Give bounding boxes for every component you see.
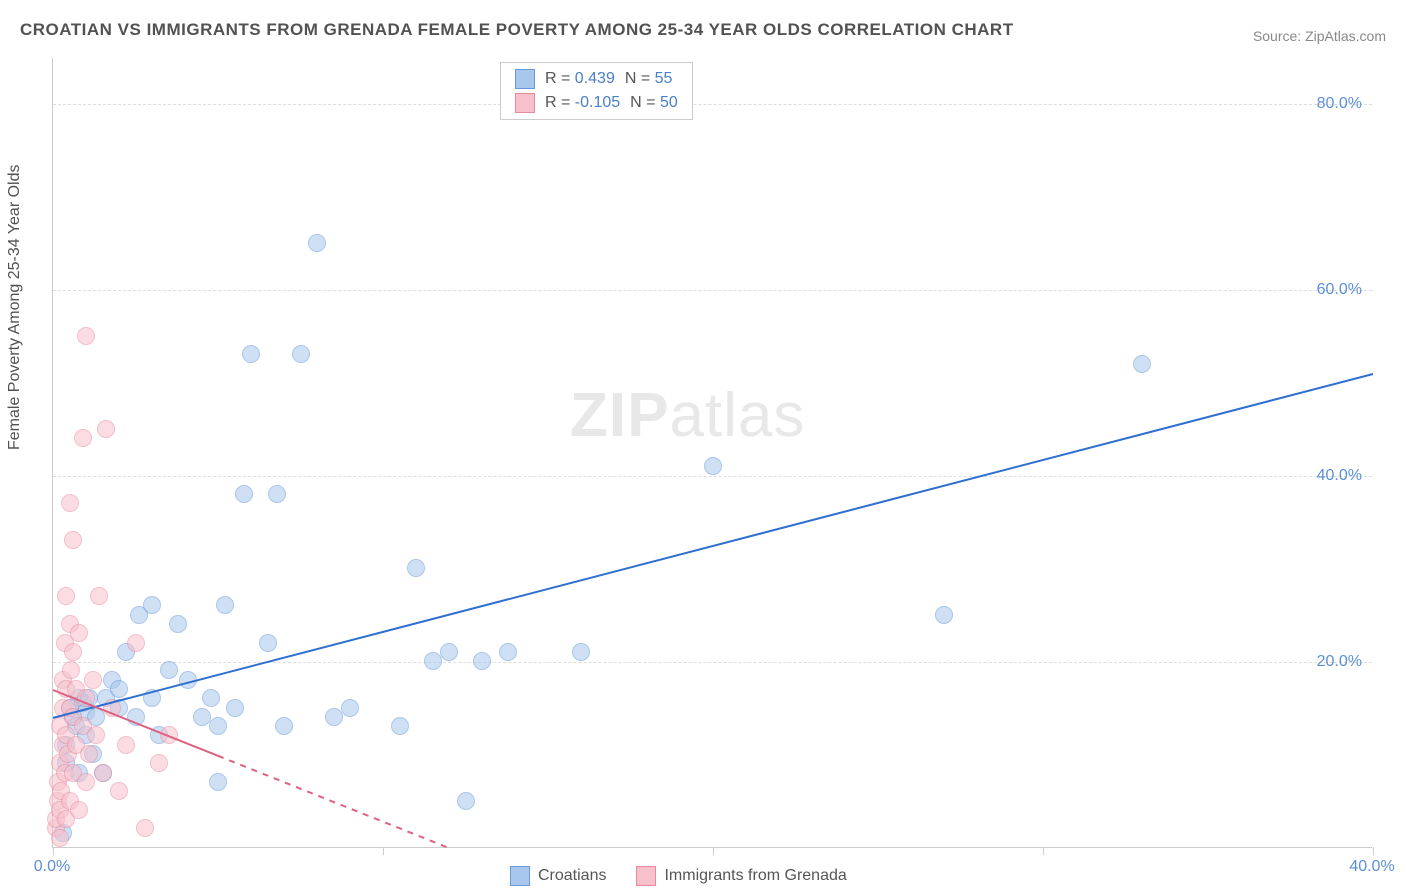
- data-point: [77, 327, 95, 345]
- data-point: [87, 726, 105, 744]
- x-tick: [53, 847, 54, 855]
- source-prefix: Source:: [1253, 28, 1305, 44]
- correlation-legend: R = 0.439 N = 55 R = -0.105 N = 50: [500, 62, 693, 120]
- series-legend-label: Immigrants from Grenada: [664, 867, 846, 885]
- data-point: [77, 773, 95, 791]
- gridline: [53, 662, 1372, 663]
- data-point: [275, 717, 293, 735]
- data-point: [64, 531, 82, 549]
- data-point: [110, 680, 128, 698]
- data-point: [473, 652, 491, 670]
- data-point: [150, 754, 168, 772]
- gridline: [53, 476, 1372, 477]
- data-point: [97, 420, 115, 438]
- data-point: [235, 485, 253, 503]
- data-point: [169, 615, 187, 633]
- x-tick-label: 40.0%: [1349, 858, 1394, 876]
- data-point: [110, 782, 128, 800]
- legend-swatch: [510, 866, 530, 886]
- data-point: [64, 643, 82, 661]
- legend-swatch: [515, 69, 535, 89]
- source-attribution: Source: ZipAtlas.com: [1253, 28, 1386, 44]
- data-point: [143, 596, 161, 614]
- source-name: ZipAtlas.com: [1305, 28, 1386, 44]
- data-point: [704, 457, 722, 475]
- data-point: [51, 829, 69, 847]
- data-point: [572, 643, 590, 661]
- data-point: [90, 587, 108, 605]
- legend-row: R = -0.105 N = 50: [501, 91, 692, 115]
- data-point: [242, 345, 260, 363]
- data-point: [80, 745, 98, 763]
- y-tick-label: 40.0%: [1317, 467, 1362, 485]
- data-point: [103, 699, 121, 717]
- series-legend-item: Croatians: [510, 866, 606, 886]
- data-point: [61, 494, 79, 512]
- legend-n-value: N = 50: [630, 94, 678, 112]
- data-point: [268, 485, 286, 503]
- data-point: [292, 345, 310, 363]
- data-point: [179, 671, 197, 689]
- data-point: [94, 764, 112, 782]
- data-point: [143, 689, 161, 707]
- data-point: [440, 643, 458, 661]
- data-point: [160, 661, 178, 679]
- x-tick: [1373, 847, 1374, 855]
- data-point: [457, 792, 475, 810]
- data-point: [341, 699, 359, 717]
- data-point: [216, 596, 234, 614]
- data-point: [193, 708, 211, 726]
- data-point: [424, 652, 442, 670]
- data-point: [136, 819, 154, 837]
- x-tick: [1043, 847, 1044, 855]
- series-legend-label: Croatians: [538, 867, 606, 885]
- y-axis-label: Female Poverty Among 25-34 Year Olds: [6, 165, 24, 451]
- legend-n-value: N = 55: [625, 70, 673, 88]
- plot-area: 20.0% 40.0% 60.0% 80.0%: [52, 58, 1372, 848]
- legend-r-value: R = 0.439: [545, 70, 615, 88]
- data-point: [935, 606, 953, 624]
- x-tick: [383, 847, 384, 855]
- data-point: [325, 708, 343, 726]
- gridline: [53, 290, 1372, 291]
- data-point: [391, 717, 409, 735]
- data-point: [1133, 355, 1151, 373]
- chart-title: CROATIAN VS IMMIGRANTS FROM GRENADA FEMA…: [20, 20, 1014, 40]
- gridline: [53, 104, 1372, 105]
- data-point: [70, 624, 88, 642]
- legend-swatch: [515, 93, 535, 113]
- data-point: [127, 634, 145, 652]
- data-point: [77, 689, 95, 707]
- x-tick: [713, 847, 714, 855]
- data-point: [117, 736, 135, 754]
- data-point: [160, 726, 178, 744]
- data-point: [259, 634, 277, 652]
- legend-row: R = 0.439 N = 55: [501, 67, 692, 91]
- data-point: [70, 801, 88, 819]
- data-point: [202, 689, 220, 707]
- data-point: [209, 773, 227, 791]
- y-tick-label: 60.0%: [1317, 281, 1362, 299]
- legend-swatch: [636, 866, 656, 886]
- legend-r-value: R = -0.105: [545, 94, 620, 112]
- data-point: [62, 661, 80, 679]
- data-point: [127, 708, 145, 726]
- y-tick-label: 80.0%: [1317, 95, 1362, 113]
- data-point: [499, 643, 517, 661]
- series-legend: Croatians Immigrants from Grenada: [510, 866, 847, 886]
- series-legend-item: Immigrants from Grenada: [636, 866, 846, 886]
- x-tick-label: 0.0%: [34, 858, 70, 876]
- trend-lines: [53, 58, 1373, 848]
- data-point: [407, 559, 425, 577]
- y-tick-label: 20.0%: [1317, 653, 1362, 671]
- data-point: [57, 587, 75, 605]
- data-point: [308, 234, 326, 252]
- data-point: [209, 717, 227, 735]
- data-point: [226, 699, 244, 717]
- data-point: [74, 429, 92, 447]
- data-point: [84, 671, 102, 689]
